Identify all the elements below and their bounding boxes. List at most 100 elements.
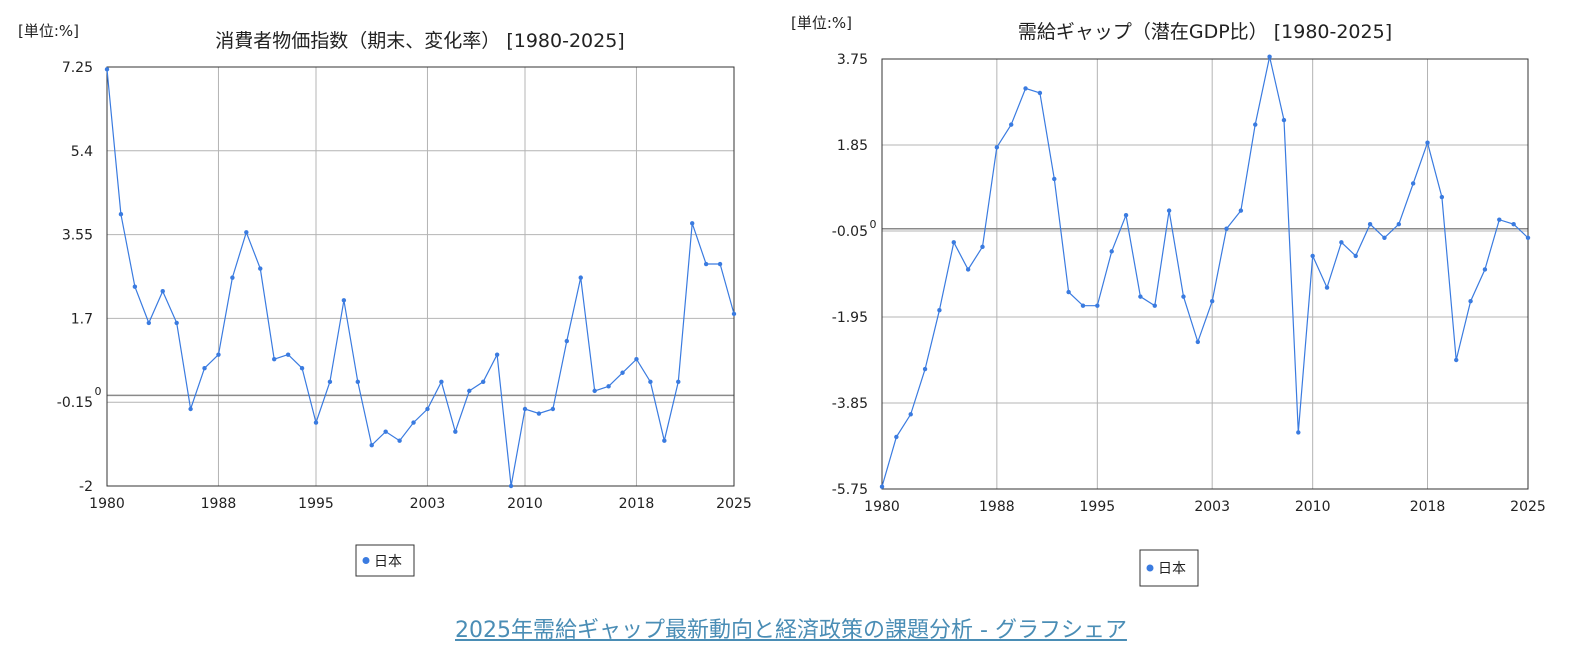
gap-data-point[interactable] bbox=[1195, 339, 1201, 345]
gap-data-point[interactable] bbox=[1152, 303, 1157, 308]
cpi-data-point[interactable] bbox=[703, 261, 709, 267]
cpi-data-point[interactable] bbox=[272, 356, 277, 362]
cpi-data-point[interactable] bbox=[731, 311, 737, 317]
gap-data-point[interactable] bbox=[922, 366, 928, 372]
cpi-data-point[interactable] bbox=[676, 379, 681, 385]
cpi-data-point[interactable] bbox=[550, 406, 556, 412]
gap-series-line bbox=[881, 56, 1529, 487]
cpi-data-point[interactable] bbox=[299, 366, 305, 371]
cpi-legend[interactable]: 日本 bbox=[355, 544, 415, 577]
gap-data-point[interactable] bbox=[1382, 235, 1387, 240]
cpi-data-point[interactable] bbox=[717, 261, 723, 267]
cpi-data-point[interactable] bbox=[313, 420, 319, 425]
cpi-data-point[interactable] bbox=[662, 438, 667, 443]
cpi-data-point[interactable] bbox=[118, 212, 124, 217]
cpi-data-point[interactable] bbox=[327, 379, 333, 385]
gap-data-point[interactable] bbox=[1138, 294, 1143, 299]
gap-data-point[interactable] bbox=[1497, 217, 1502, 222]
footer-article-link[interactable]: 2025年需給ギャップ最新動向と経済政策の課題分析 - グラフシェア bbox=[455, 618, 1127, 643]
gap-data-point[interactable] bbox=[965, 267, 971, 272]
gap-data-point[interactable] bbox=[1066, 289, 1071, 295]
cpi-data-point[interactable] bbox=[216, 352, 221, 357]
gap-data-point[interactable] bbox=[1353, 253, 1358, 259]
cpi-data-point[interactable] bbox=[244, 230, 249, 235]
cpi-data-point[interactable] bbox=[383, 429, 388, 434]
cpi-data-point[interactable] bbox=[258, 266, 263, 271]
gap-data-point[interactable] bbox=[1037, 90, 1043, 96]
cpi-data-point[interactable] bbox=[174, 320, 179, 326]
cpi-data-point[interactable] bbox=[620, 370, 625, 375]
gap-data-point[interactable] bbox=[1468, 298, 1473, 304]
gap-data-point[interactable] bbox=[1339, 240, 1344, 245]
gap-data-point[interactable] bbox=[951, 240, 956, 245]
gap-data-point[interactable] bbox=[1023, 86, 1028, 91]
gap-data-point[interactable] bbox=[1009, 122, 1014, 127]
gap-data-point[interactable] bbox=[1166, 208, 1172, 213]
cpi-data-point[interactable] bbox=[355, 379, 360, 385]
gap-data-point[interactable] bbox=[1109, 249, 1114, 254]
gap-data-point[interactable] bbox=[1482, 267, 1488, 272]
cpi-data-point[interactable] bbox=[341, 298, 347, 303]
cpi-data-point[interactable] bbox=[564, 338, 569, 344]
gap-data-point[interactable] bbox=[1123, 212, 1129, 218]
cpi-data-point[interactable] bbox=[146, 320, 151, 326]
cpi-data-point[interactable] bbox=[522, 406, 528, 412]
cpi-data-point[interactable] bbox=[439, 379, 444, 385]
gap-data-point[interactable] bbox=[980, 244, 985, 250]
gap-data-point[interactable] bbox=[1396, 222, 1401, 227]
gap-data-point[interactable] bbox=[1439, 194, 1445, 200]
cpi-data-point[interactable] bbox=[634, 356, 639, 362]
cpi-data-point[interactable] bbox=[481, 379, 486, 385]
cpi-data-point[interactable] bbox=[411, 420, 416, 425]
cpi-data-point[interactable] bbox=[230, 275, 235, 280]
gap-legend[interactable]: 日本 bbox=[1139, 549, 1199, 587]
gap-data-point[interactable] bbox=[1410, 181, 1416, 186]
cpi-data-point[interactable] bbox=[494, 352, 500, 357]
cpi-data-point[interactable] bbox=[508, 483, 514, 489]
cpi-data-point[interactable] bbox=[453, 429, 458, 434]
cpi-data-point[interactable] bbox=[425, 406, 430, 412]
cpi-x-tick-label: 2003 bbox=[410, 496, 446, 512]
cpi-data-point[interactable] bbox=[160, 289, 165, 294]
cpi-data-point[interactable] bbox=[285, 352, 291, 357]
cpi-data-point[interactable] bbox=[397, 438, 402, 443]
gap-data-point[interactable] bbox=[1296, 430, 1301, 435]
gap-data-point[interactable] bbox=[937, 308, 942, 313]
gap-data-point[interactable] bbox=[1052, 176, 1057, 182]
gap-data-point[interactable] bbox=[894, 434, 899, 440]
gap-data-point[interactable] bbox=[1367, 222, 1373, 227]
gap-data-point[interactable] bbox=[1267, 54, 1272, 59]
gap-data-point[interactable] bbox=[1080, 303, 1086, 308]
gap-data-point[interactable] bbox=[994, 145, 1000, 150]
cpi-data-point[interactable] bbox=[132, 284, 138, 289]
cpi-x-tick-label: 2010 bbox=[507, 496, 543, 512]
cpi-data-point[interactable] bbox=[202, 366, 207, 371]
cpi-data-point[interactable] bbox=[690, 221, 695, 226]
gap-data-point[interactable] bbox=[908, 412, 913, 417]
gap-x-tick-label: 2010 bbox=[1295, 499, 1331, 515]
cpi-data-point[interactable] bbox=[648, 379, 653, 385]
cpi-data-point[interactable] bbox=[104, 67, 110, 72]
gap-data-point[interactable] bbox=[1425, 140, 1430, 145]
gap-legend-marker bbox=[1146, 564, 1154, 572]
gap-data-point[interactable] bbox=[1454, 357, 1459, 363]
gap-data-point[interactable] bbox=[1324, 285, 1330, 290]
gap-data-point[interactable] bbox=[1525, 235, 1531, 240]
gap-data-point[interactable] bbox=[1181, 294, 1186, 299]
cpi-data-point[interactable] bbox=[467, 388, 472, 394]
gap-data-point[interactable] bbox=[1310, 253, 1315, 259]
cpi-data-point[interactable] bbox=[536, 411, 542, 416]
gap-data-point[interactable] bbox=[1224, 226, 1229, 231]
cpi-data-point[interactable] bbox=[592, 388, 597, 394]
gap-data-point[interactable] bbox=[1253, 122, 1258, 127]
gap-data-point[interactable] bbox=[1209, 298, 1215, 304]
gap-data-point[interactable] bbox=[1095, 303, 1100, 308]
gap-data-point[interactable] bbox=[879, 484, 885, 489]
gap-data-point[interactable] bbox=[1281, 117, 1287, 123]
cpi-data-point[interactable] bbox=[188, 406, 193, 412]
cpi-data-point[interactable] bbox=[606, 384, 611, 389]
gap-data-point[interactable] bbox=[1238, 208, 1244, 213]
gap-data-point[interactable] bbox=[1511, 222, 1516, 227]
cpi-data-point[interactable] bbox=[369, 443, 374, 448]
cpi-data-point[interactable] bbox=[578, 275, 583, 280]
